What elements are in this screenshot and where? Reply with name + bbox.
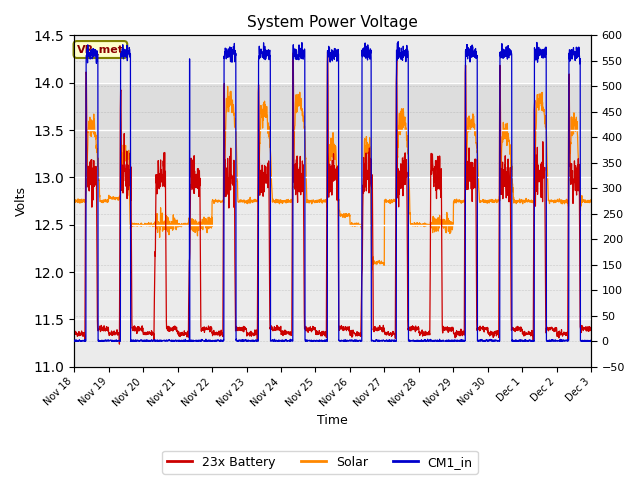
Bar [74, 83, 591, 178]
X-axis label: Time: Time [317, 414, 348, 427]
Y-axis label: Volts: Volts [15, 186, 28, 216]
Legend: 23x Battery, Solar, CM1_in: 23x Battery, Solar, CM1_in [163, 451, 477, 474]
Title: System Power Voltage: System Power Voltage [247, 15, 418, 30]
Text: VR_met: VR_met [77, 44, 124, 55]
